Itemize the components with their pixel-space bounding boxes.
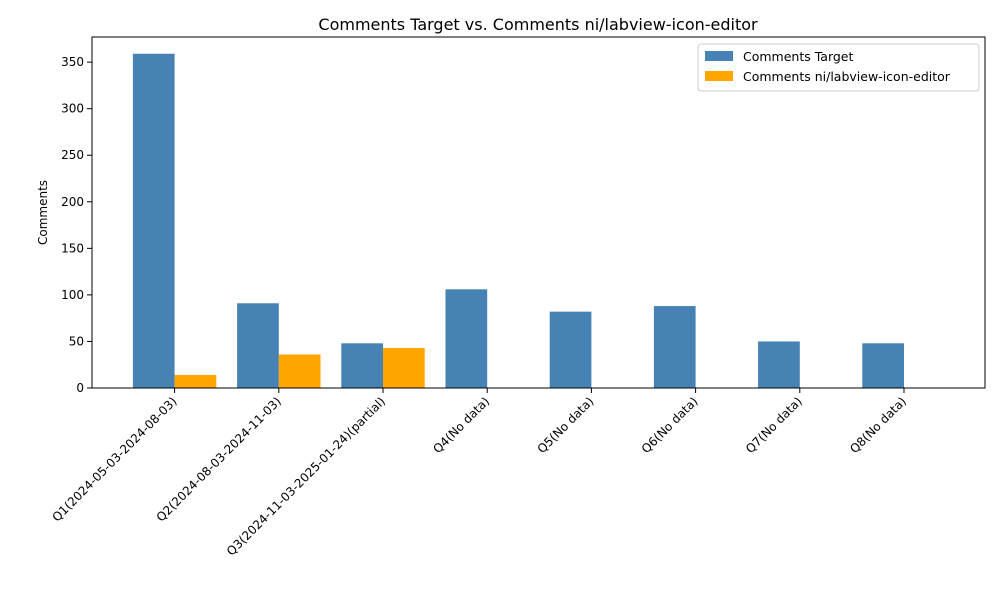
y-axis-label: Comments — [36, 180, 50, 245]
y-tick-label: 250 — [61, 148, 84, 162]
bar-target-2 — [237, 303, 279, 388]
y-tick-label: 50 — [69, 334, 84, 348]
y-tick-label: 350 — [61, 55, 84, 69]
bar-target-3 — [341, 343, 383, 388]
bar-target-5 — [549, 311, 592, 388]
legend: Comments Target Comments ni/labview-icon-… — [697, 43, 980, 92]
y-tick-label: 200 — [61, 195, 84, 209]
chart-title: Comments Target vs. Comments ni/labview-… — [318, 15, 758, 34]
bar-target-4 — [445, 289, 488, 388]
y-tick-label: 0 — [76, 381, 84, 395]
legend-swatch-2 — [705, 71, 733, 81]
y-tick-label: 150 — [61, 241, 84, 255]
y-tick-label: 300 — [61, 102, 84, 116]
y-tick-label: 100 — [61, 288, 84, 302]
bar-target-1 — [132, 53, 175, 389]
plot-area-frame — [91, 36, 986, 389]
bar-target-7 — [758, 341, 800, 388]
bar-repo-3 — [383, 347, 425, 388]
bar-target-6 — [653, 306, 696, 388]
bar-target-8 — [862, 343, 904, 388]
legend-frame — [697, 43, 980, 92]
bar-repo-1 — [174, 374, 217, 388]
legend-label-2: Comments ni/labview-icon-editor — [743, 69, 951, 84]
legend-swatch-1 — [705, 51, 733, 61]
bar-repo-2 — [278, 354, 321, 388]
y-axis: 0 50 100 150 200 250 300 350 — [61, 55, 92, 395]
legend-label-1: Comments Target — [743, 49, 853, 64]
bars-group — [132, 53, 904, 389]
